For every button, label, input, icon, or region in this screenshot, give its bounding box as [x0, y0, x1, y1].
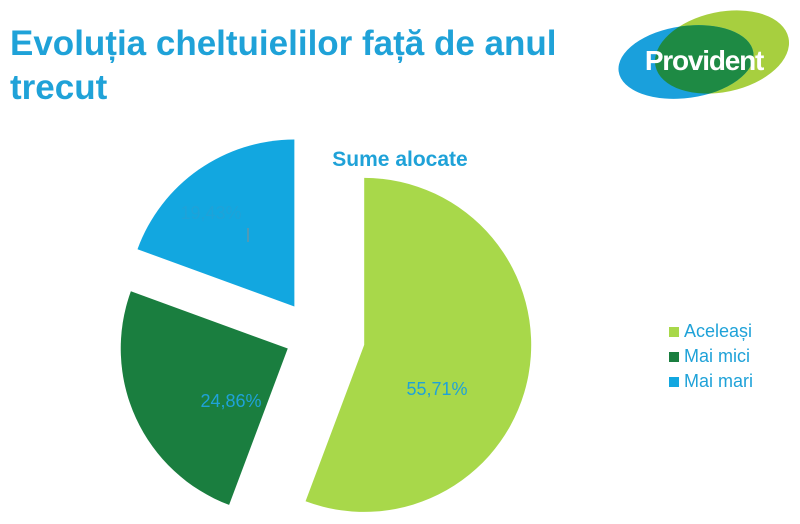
legend-label: Mai mici: [684, 346, 750, 366]
pie-slice-aceleași: [305, 177, 532, 512]
pie-slice-mai-mari: [137, 139, 295, 307]
data-label-mai-mici: 24,86%: [200, 391, 261, 411]
pie-slice-mai-mici: [120, 291, 288, 505]
data-label-aceleași: 55,71%: [406, 379, 467, 399]
legend-swatch: [669, 376, 679, 387]
legend-item-aceleași: Aceleași: [669, 319, 753, 344]
chart-legend: Aceleași Mai mici Mai mari: [669, 319, 753, 394]
legend-label: Mai mari: [684, 371, 754, 391]
legend-item-mai-mari: Mai mari: [669, 369, 753, 394]
legend-swatch: [669, 351, 679, 362]
legend-label: Aceleași: [684, 321, 753, 341]
legend-swatch: [669, 326, 679, 337]
logo-text: Provident: [645, 45, 764, 76]
legend-item-mai-mici: Mai mici: [669, 344, 753, 369]
chart-title: Sume alocate: [332, 148, 468, 171]
provident-logo: Provident: [610, 4, 790, 104]
page-title: Evoluția cheltuielilor față de anul trec…: [10, 24, 557, 107]
data-label-mai-mari: 19,43%: [180, 203, 241, 223]
logo-graphic: Provident: [618, 10, 790, 99]
